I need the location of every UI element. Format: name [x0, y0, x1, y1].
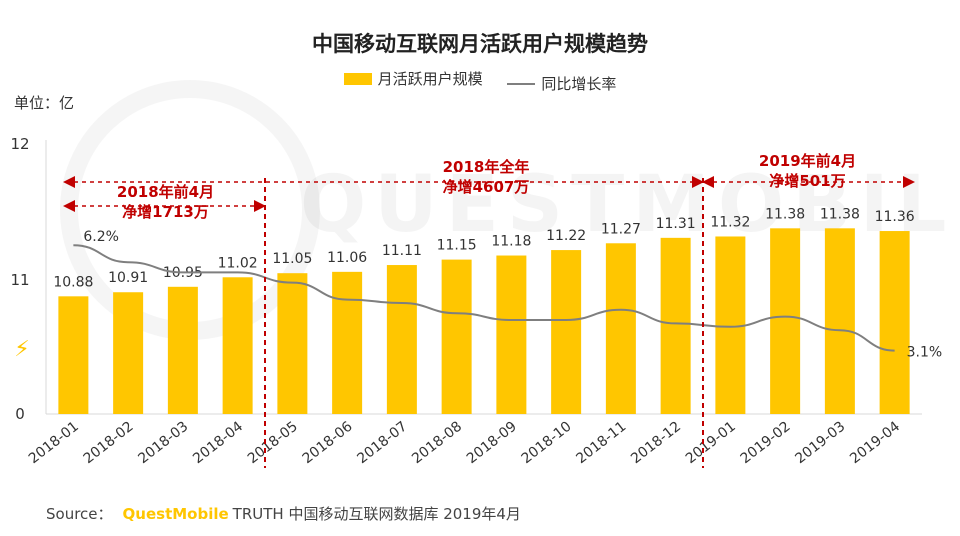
- unit-label: 单位：亿: [14, 94, 75, 112]
- x-tick-label: 2018-09: [464, 419, 520, 468]
- bar: [660, 237, 691, 414]
- x-tick-label: 2018-03: [135, 419, 191, 468]
- bar: [58, 296, 89, 414]
- bar: [113, 292, 144, 414]
- bar-value-label: 11.31: [656, 216, 696, 232]
- bar-value-label: 11.38: [765, 206, 805, 222]
- legend-line-swatch: [507, 82, 536, 85]
- bar: [824, 228, 855, 414]
- legend-item-bar: 月活跃用户规模: [343, 68, 483, 89]
- x-tick-label: 2019-02: [738, 419, 794, 468]
- source-text: TRUTH 中国移动互联网数据库 2019年4月: [232, 505, 521, 523]
- x-tick-label: 2019-03: [792, 419, 848, 468]
- legend-line-label: 同比增长率: [541, 75, 617, 93]
- range-annotation: 2018年全年: [443, 158, 530, 176]
- x-tick-label: 2018-05: [245, 419, 301, 468]
- bar-value-label: 11.38: [820, 206, 860, 222]
- y-tick-label: 0: [15, 405, 25, 423]
- bar: [441, 259, 472, 414]
- bar: [386, 265, 417, 414]
- chart-legend: 月活跃用户规模 同比增长率: [0, 68, 960, 94]
- legend-item-line: 同比增长率: [507, 73, 616, 94]
- bar-value-label: 11.36: [875, 209, 915, 225]
- bar-value-label: 11.22: [546, 228, 586, 244]
- x-tick-label: 2018-01: [26, 419, 82, 468]
- y-tick-label: 12: [10, 135, 29, 153]
- chart-title: 中国移动互联网月活跃用户规模趋势: [312, 32, 648, 56]
- bar-value-label: 11.11: [382, 243, 422, 259]
- range-annotation: 2018年前4月: [117, 183, 214, 201]
- bar-value-label: 11.06: [327, 250, 367, 266]
- range-annotation: 2019年前4月: [759, 152, 856, 170]
- bar-value-label: 10.88: [53, 274, 93, 290]
- x-tick-label: 2018-04: [190, 418, 246, 467]
- bar-value-label: 11.02: [218, 255, 258, 271]
- bar: [222, 277, 253, 414]
- bar-value-label: 11.27: [601, 221, 641, 237]
- bar-value-label: 11.15: [437, 238, 477, 254]
- x-tick-label: 2018-12: [628, 419, 684, 468]
- bar: [277, 273, 308, 414]
- legend-bar-swatch: [343, 72, 372, 85]
- x-tick-label: 2019-01: [683, 419, 739, 468]
- bar-value-label: 11.05: [272, 251, 312, 267]
- bar: [551, 250, 582, 414]
- x-tick-label: 2018-07: [354, 419, 410, 468]
- x-tick-label: 2018-10: [519, 419, 575, 468]
- bar-value-label: 10.91: [108, 270, 148, 286]
- bar: [496, 255, 527, 414]
- source-brand: QuestMobile: [122, 505, 229, 523]
- axis-break-icon: ⚡: [14, 337, 29, 362]
- y-tick-label: 11: [10, 271, 29, 289]
- bar: [770, 228, 801, 414]
- x-tick-label: 2018-11: [573, 419, 629, 468]
- bar: [605, 243, 636, 414]
- range-annotation: 净增1713万: [122, 203, 209, 221]
- source-prefix: Source：: [46, 505, 113, 523]
- growth-rate-line: [73, 244, 895, 352]
- growth-rate-label: 6.2%: [83, 229, 119, 245]
- bar: [167, 286, 198, 414]
- source-note: Source： QuestMobile TRUTH 中国移动互联网数据库 2019年…: [46, 503, 521, 524]
- growth-rate-label: 3.1%: [907, 345, 943, 361]
- bar-value-label: 11.18: [491, 234, 531, 250]
- bar: [332, 271, 363, 414]
- range-annotation: 净增501万: [769, 172, 845, 190]
- x-tick-label: 2018-08: [409, 419, 465, 468]
- bar-value-label: 11.32: [710, 214, 750, 230]
- x-tick-label: 2018-02: [81, 419, 137, 468]
- range-annotation: 净增4607万: [443, 178, 530, 196]
- legend-bar-label: 月活跃用户规模: [377, 70, 483, 88]
- x-tick-label: 2018-06: [300, 418, 356, 467]
- bar: [879, 231, 910, 414]
- x-tick-label: 2019-04: [847, 418, 903, 467]
